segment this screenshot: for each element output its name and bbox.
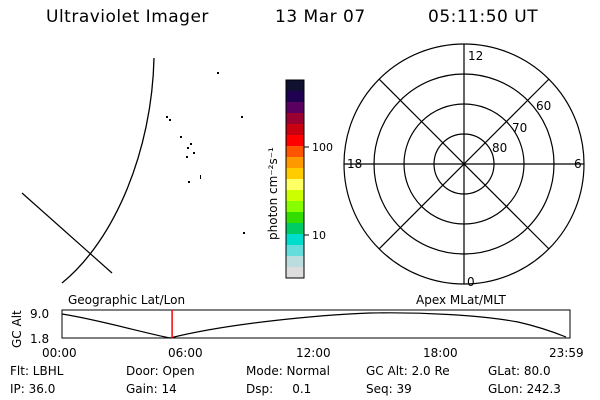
colorbar-cell: [286, 157, 304, 169]
y-tick-1-8: 1.8: [30, 332, 49, 346]
info-glat: GLat: 80.0: [488, 364, 551, 378]
colorbar-label: photon cm⁻²s⁻¹: [266, 147, 280, 240]
colorbar-frame: [285, 79, 305, 279]
time-label: 05:11:50 UT: [428, 7, 539, 27]
colorbar-tick-100: 100: [312, 141, 333, 154]
colorbar-cell: [286, 80, 304, 92]
mlt-label-18: 18: [347, 157, 362, 171]
colorbar-cell: [286, 201, 304, 213]
info-seq: Seq: 39: [366, 382, 412, 396]
x-tick-2359: 23:59: [549, 346, 584, 360]
page-title: Ultraviolet Imager: [46, 7, 209, 27]
colorbar-cell: [286, 124, 304, 136]
colorbar-cell: [286, 212, 304, 224]
x-tick-1200: 12:00: [296, 346, 331, 360]
info-glon: GLon: 242.3: [488, 382, 561, 396]
info-filter: Flt: LBHL: [10, 364, 64, 378]
map-speckles: [166, 72, 245, 234]
timeline-axis-title: GC Alt: [10, 310, 24, 348]
mlt-label-0: 0: [467, 275, 475, 289]
colorbar-cell: [286, 267, 304, 279]
polar-diagonal: [378, 78, 550, 250]
colorbar-cell: [286, 91, 304, 103]
colorbar-cell: [286, 234, 304, 246]
lat-label-60: 60: [536, 99, 551, 113]
x-tick-0000: 00:00: [42, 346, 77, 360]
lat-label-80: 80: [492, 141, 507, 155]
colorbar-tick-10: 10: [312, 229, 326, 242]
info-gc-alt: GC Alt: 2.0 Re: [366, 364, 450, 378]
info-mode: Mode: Normal: [246, 364, 330, 378]
info-dsp: Dsp: 0.1: [246, 382, 312, 396]
y-tick-9: 9.0: [30, 307, 49, 321]
colorbar-cell: [286, 146, 304, 158]
lat-label-70: 70: [512, 121, 527, 135]
mlt-label-6: 6: [574, 157, 582, 171]
earth-limb: [61, 57, 155, 284]
colorbar-cell: [286, 190, 304, 202]
colorbar-cells: [286, 80, 304, 279]
info-door: Door: Open: [126, 364, 195, 378]
colorbar-cell: [286, 135, 304, 147]
timeline-left-label: Geographic Lat/Lon: [68, 293, 185, 307]
map-grid-line: [21, 192, 113, 274]
mlt-label-12: 12: [468, 49, 483, 63]
colorbar-cell: [286, 179, 304, 191]
date-label: 13 Mar 07: [275, 7, 366, 27]
colorbar-cell: [286, 168, 304, 180]
colorbar-cell: [286, 113, 304, 125]
colorbar-cell: [286, 245, 304, 257]
colorbar-cell: [286, 102, 304, 114]
colorbar-cell: [286, 256, 304, 268]
altitude-curve: [61, 312, 567, 339]
x-tick-0600: 06:00: [168, 346, 203, 360]
x-tick-1800: 18:00: [423, 346, 458, 360]
colorbar-cell: [286, 223, 304, 235]
timeline-right-label: Apex MLat/MLT: [416, 293, 506, 307]
info-gain: Gain: 14: [126, 382, 177, 396]
info-ip: IP: 36.0: [10, 382, 56, 396]
timeline-frame: [61, 309, 571, 339]
